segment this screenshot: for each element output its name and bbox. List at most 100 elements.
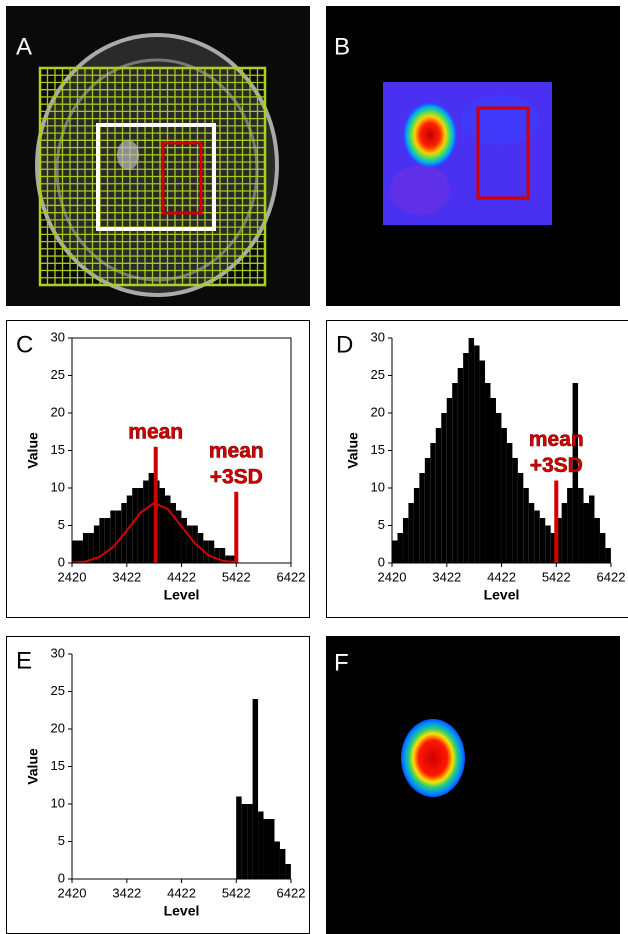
x-tick-label: 5422	[222, 569, 251, 584]
bar	[219, 548, 226, 563]
x-tick-label: 2420	[58, 569, 87, 584]
bar	[225, 555, 231, 563]
y-tick-label: 30	[51, 329, 65, 344]
y-tick-label: 10	[51, 795, 65, 810]
bar	[203, 540, 209, 563]
bar	[263, 819, 270, 879]
y-axis-title: Value	[25, 432, 41, 469]
y-tick-label: 20	[371, 404, 385, 419]
bar	[572, 383, 579, 563]
bar	[137, 488, 144, 563]
bar	[446, 398, 453, 563]
bar	[258, 811, 264, 879]
x-tick-label: 6422	[277, 885, 306, 900]
bar	[269, 819, 275, 879]
bar	[170, 503, 176, 563]
y-tick-label: 30	[51, 645, 65, 660]
panel-label: C	[16, 331, 33, 358]
bar	[285, 864, 291, 879]
bar	[402, 518, 409, 563]
bar	[99, 518, 105, 563]
bar	[279, 849, 286, 879]
bar	[274, 841, 280, 879]
bar	[159, 488, 166, 563]
bar	[77, 540, 83, 563]
bar	[252, 699, 259, 879]
bar	[490, 398, 496, 563]
bar	[589, 495, 595, 563]
panel-label: B	[334, 33, 350, 60]
bar	[241, 804, 248, 879]
bar	[408, 503, 414, 563]
bar	[247, 804, 253, 879]
y-tick-label: 25	[51, 367, 65, 382]
panel-frame	[6, 320, 310, 618]
bar	[539, 518, 546, 563]
y-tick-label: 5	[378, 517, 385, 532]
bar	[143, 480, 149, 563]
bar	[534, 510, 540, 563]
bar	[452, 383, 458, 563]
y-tick-label: 15	[51, 442, 65, 457]
bar	[430, 443, 436, 563]
bar	[605, 548, 611, 563]
x-tick-label: 5422	[222, 885, 251, 900]
bar	[495, 413, 502, 563]
x-tick-label: 4422	[167, 885, 196, 900]
bar	[214, 548, 220, 563]
bar	[435, 428, 442, 563]
y-axis-title: Value	[25, 748, 41, 785]
bar	[110, 510, 116, 563]
bar	[594, 518, 600, 563]
bar	[93, 525, 100, 563]
bar	[126, 495, 133, 563]
x-tick-label: 3422	[112, 569, 141, 584]
bar	[208, 540, 215, 563]
y-tick-label: 15	[51, 758, 65, 773]
bar	[545, 525, 551, 563]
y-tick-label: 15	[371, 442, 385, 457]
y-tick-label: 20	[51, 720, 65, 735]
bar	[230, 555, 237, 563]
y-axis-title: Value	[345, 432, 361, 469]
marker-label: mean	[128, 420, 183, 443]
bar	[556, 518, 562, 563]
y-tick-label: 10	[371, 479, 385, 494]
bar	[413, 488, 420, 563]
bar	[474, 345, 480, 563]
y-tick-label: 30	[371, 329, 385, 344]
x-axis-title: Level	[164, 587, 200, 603]
marker-label: mean	[209, 439, 264, 462]
bar	[392, 540, 398, 563]
x-tick-label: 5422	[542, 569, 571, 584]
x-tick-label: 4422	[487, 569, 516, 584]
bar	[397, 533, 403, 563]
marker-label: +3SD	[210, 465, 263, 488]
bar	[424, 458, 431, 563]
bar	[550, 533, 557, 563]
bar	[599, 533, 606, 563]
y-tick-label: 5	[58, 833, 65, 848]
y-tick-label: 5	[58, 517, 65, 532]
bar	[115, 510, 122, 563]
y-tick-label: 0	[58, 554, 65, 569]
bar	[236, 796, 242, 879]
x-axis-title: Level	[164, 903, 200, 919]
y-tick-label: 25	[371, 367, 385, 382]
y-tick-label: 10	[51, 479, 65, 494]
x-tick-label: 2420	[378, 569, 407, 584]
bar	[463, 353, 469, 563]
y-tick-label: 20	[51, 404, 65, 419]
bar	[528, 503, 535, 563]
bar	[523, 488, 529, 563]
panel-f: F	[326, 636, 620, 934]
bar	[441, 413, 447, 563]
bar	[506, 443, 513, 563]
bar	[512, 458, 518, 563]
panel-label: E	[16, 647, 32, 674]
panel-label: F	[334, 649, 349, 676]
x-tick-label: 3422	[432, 569, 461, 584]
bar	[148, 473, 155, 563]
bar	[175, 510, 182, 563]
x-tick-label: 2420	[58, 885, 87, 900]
